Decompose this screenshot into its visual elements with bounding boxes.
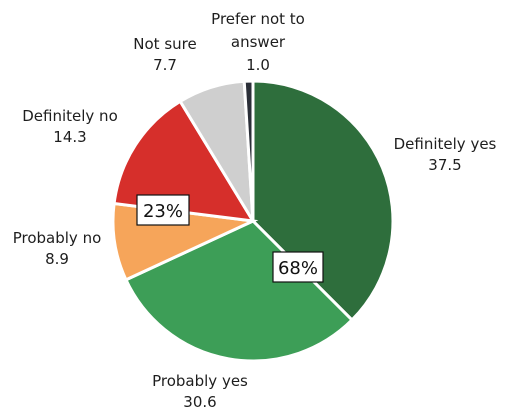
value-probably-no: 8.9 <box>45 250 69 268</box>
group-label-yes-text: 68% <box>278 258 318 279</box>
label-prefer-not-line2: answer <box>231 33 286 51</box>
value-definitely-no: 14.3 <box>53 128 86 146</box>
group-label-no: 23% <box>136 194 190 226</box>
slice-definitely-no <box>112 99 256 223</box>
value-probably-yes: 30.6 <box>183 393 216 411</box>
label-definitely-yes: Definitely yes <box>394 135 497 153</box>
slice-prefer-not-to-answer <box>242 79 255 222</box>
slice-probably-yes <box>123 219 355 363</box>
group-label-no-text: 23% <box>143 201 183 222</box>
slice-definitely-yes <box>251 79 395 323</box>
value-not-sure: 7.7 <box>153 56 177 74</box>
label-probably-yes: Probably yes <box>152 372 248 390</box>
label-probably-no: Probably no <box>13 229 102 247</box>
value-definitely-yes: 37.5 <box>428 156 461 174</box>
value-prefer-not-to-answer: 1.0 <box>246 56 270 74</box>
group-label-yes: 68% <box>272 251 324 283</box>
label-definitely-no: Definitely no <box>22 107 118 125</box>
label-prefer-not-line1: Prefer not to <box>211 10 305 28</box>
label-not-sure: Not sure <box>133 35 196 53</box>
